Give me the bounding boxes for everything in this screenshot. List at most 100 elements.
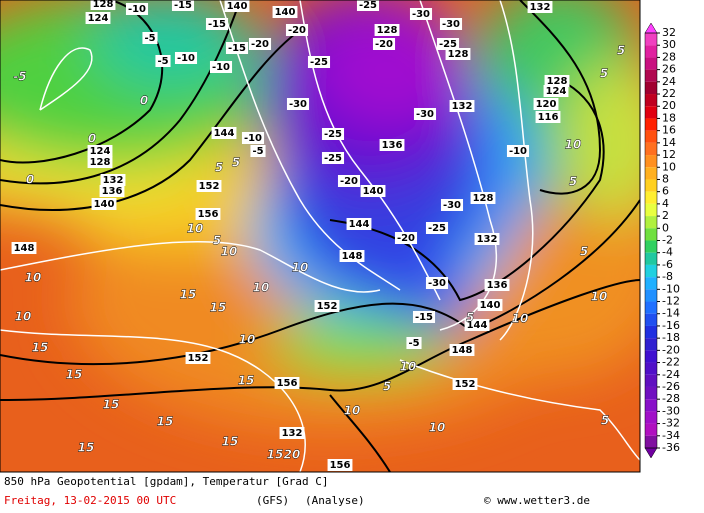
colorbar-tick-label: -18 xyxy=(662,331,680,344)
temperature-label: 0 xyxy=(88,132,96,146)
colorbar-band xyxy=(645,301,657,314)
label-box xyxy=(224,0,250,12)
colorbar-tick-label: 22 xyxy=(662,87,676,100)
label-box xyxy=(185,352,211,364)
label-box xyxy=(339,250,365,262)
geopotential-label: 156 xyxy=(198,209,219,220)
geopotential-label: 140 xyxy=(94,199,115,210)
label-box xyxy=(85,12,111,24)
geopotential-label: 136 xyxy=(487,280,508,291)
temperature-label: 10 xyxy=(512,312,529,326)
geopotential-label: 156 xyxy=(277,378,298,389)
colorbar-tick-label: -6 xyxy=(662,258,673,271)
label-box xyxy=(272,6,298,18)
label-box xyxy=(285,24,309,36)
geopotential-label: -25 xyxy=(359,0,377,11)
temperature-label: 5 xyxy=(383,380,391,394)
colorbar-tick-label: 14 xyxy=(662,136,676,149)
colorbar-tick-label: -14 xyxy=(662,307,680,320)
temperature-label: 20 xyxy=(284,448,301,462)
colorbar-tick-label: -36 xyxy=(662,441,680,454)
temperature-label: 10 xyxy=(565,138,582,152)
temperature-label: 0 xyxy=(140,94,148,108)
label-box xyxy=(535,111,561,123)
colorbar-band xyxy=(645,289,657,302)
geopotential-label: -30 xyxy=(289,99,307,110)
colorbar-tick-label: 8 xyxy=(662,172,669,185)
temperature-label: 5 xyxy=(569,175,577,189)
geopotential-label: -10 xyxy=(509,146,527,157)
colorbar-tick-label: -2 xyxy=(662,234,673,247)
temperature-label: 15 xyxy=(157,415,174,429)
geopotential-label: -20 xyxy=(375,39,393,50)
geopotential-label: -20 xyxy=(397,233,415,244)
label-box xyxy=(449,100,475,112)
label-box xyxy=(286,98,310,110)
geopotential-label: 128 xyxy=(547,76,568,87)
label-box xyxy=(209,61,233,73)
colorbar-tick-label: 6 xyxy=(662,185,669,198)
geopotential-label: 116 xyxy=(538,112,559,123)
label-box xyxy=(439,18,463,30)
label-box xyxy=(99,185,125,197)
colorbar-tick-label: -34 xyxy=(662,429,680,442)
temperature-label: 15 xyxy=(66,368,83,382)
geopotential-label: -30 xyxy=(443,200,461,211)
label-box xyxy=(527,1,553,13)
geopotential-label: 128 xyxy=(90,157,111,168)
geopotential-label: 152 xyxy=(188,353,209,364)
geopotential-label: -5 xyxy=(252,146,263,157)
geopotential-label: 144 xyxy=(214,128,235,139)
map-frame xyxy=(0,0,641,473)
label-box xyxy=(91,198,117,210)
geopotential-label: 128 xyxy=(93,0,114,10)
geopotential-label: 148 xyxy=(452,345,473,356)
label-box xyxy=(533,98,559,110)
caption-run: (Analyse) xyxy=(305,494,365,507)
temperature-label: 5 xyxy=(580,245,588,259)
geopotential-label: 128 xyxy=(377,25,398,36)
colorbar-tick-label: -26 xyxy=(662,380,680,393)
colorbar-tick-label: 0 xyxy=(662,221,669,234)
label-box xyxy=(372,38,396,50)
colorbar-tick-label: -24 xyxy=(662,368,680,381)
geopotential-label: 132 xyxy=(452,101,473,112)
label-box xyxy=(241,132,265,144)
colorbar-band xyxy=(645,338,657,351)
geopotential-label: 144 xyxy=(467,320,488,331)
colorbar-band xyxy=(645,313,657,326)
geopotential-label: -15 xyxy=(208,19,226,30)
label-box xyxy=(543,85,569,97)
label-box xyxy=(248,38,272,50)
colorbar-band xyxy=(645,240,657,253)
label-box xyxy=(484,279,510,291)
colorbar-tick-label: -32 xyxy=(662,417,680,430)
temperature-label: 10 xyxy=(25,271,42,285)
colorbar-band xyxy=(645,228,657,241)
colorbar-band xyxy=(645,106,657,119)
geopotential-label: -15 xyxy=(415,312,433,323)
colorbar-band xyxy=(645,94,657,107)
geopotential-label: -30 xyxy=(412,9,430,20)
temperature-label: 5 xyxy=(232,156,240,170)
label-box xyxy=(440,199,464,211)
label-box xyxy=(470,192,496,204)
colorbar-tick-label: 28 xyxy=(662,50,676,63)
colorbar-over xyxy=(644,22,658,34)
geopotential-label: -20 xyxy=(288,25,306,36)
label-box xyxy=(379,139,405,151)
geopotential-label: 136 xyxy=(382,140,403,151)
label-box xyxy=(171,0,195,11)
temperature-label: -5 xyxy=(13,70,26,84)
temperature-label: 15 xyxy=(238,374,255,388)
colorbar-tick-label: 20 xyxy=(662,99,676,112)
label-box xyxy=(205,18,229,30)
temperature-label: 15 xyxy=(267,448,284,462)
geopotential-label: 148 xyxy=(342,251,363,262)
colorbar-band xyxy=(645,69,657,82)
colorbar-band xyxy=(645,399,657,412)
geopotential-label: 124 xyxy=(88,13,109,24)
label-box xyxy=(394,232,418,244)
